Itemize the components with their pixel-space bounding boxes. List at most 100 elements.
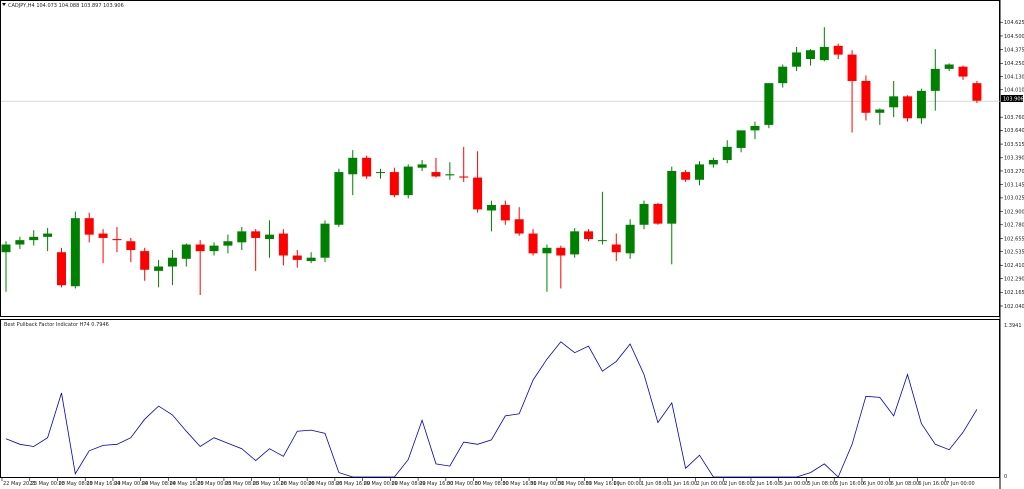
candle <box>237 226 247 251</box>
candle-body <box>611 244 621 253</box>
candle <box>708 157 718 168</box>
candle <box>403 164 413 199</box>
candle-body <box>736 130 746 148</box>
candle <box>278 229 288 266</box>
time-tick-label: 30 May 00:00 <box>447 481 481 487</box>
candle <box>889 80 899 118</box>
candle <box>667 166 677 265</box>
candle-body <box>903 96 913 119</box>
indicator-series-line <box>5 341 978 478</box>
candle <box>653 202 663 225</box>
candle-body <box>389 172 399 196</box>
candle-body <box>805 50 815 60</box>
candle-body <box>708 160 718 165</box>
time-tick-label: 5 Jun 16:00 <box>835 481 864 487</box>
candle <box>597 191 607 245</box>
indicator-tick-label: 1.3941 <box>1004 323 1022 329</box>
time-tick-label: 1 Jun 00:00 <box>613 481 642 487</box>
time-tick-label: 29 May 16:00 <box>419 481 453 487</box>
candle <box>84 212 94 243</box>
candle-body <box>819 46 829 61</box>
candle-body <box>15 240 25 245</box>
price-tick-label: 102.780 <box>1004 223 1024 229</box>
time-tick-label: 23 May 08:00 <box>58 481 92 487</box>
candle-body <box>473 177 483 210</box>
candle-body <box>403 166 413 196</box>
price-axis: 104.625 104.500 104.375 104.250 104.130 104.0… <box>1000 20 1024 310</box>
candle <box>556 245 566 289</box>
candle <box>195 240 205 296</box>
time-tick-label: 29 May 08:00 <box>391 481 425 487</box>
candle-body <box>625 224 635 254</box>
candle-body <box>320 223 330 258</box>
indicator-header: Best Pullback Factor Indicator H74 0.794… <box>4 322 109 328</box>
time-tick-label: 31 May 00:00 <box>530 481 564 487</box>
candle-body <box>792 52 802 67</box>
candle-body <box>445 174 455 176</box>
candle-body <box>56 252 66 286</box>
candle-body <box>306 257 316 261</box>
candle <box>417 160 427 171</box>
candle <box>112 226 122 253</box>
candle <box>43 228 53 252</box>
candle-body <box>861 80 871 113</box>
candle <box>320 220 330 263</box>
candle <box>847 50 857 133</box>
candle <box>944 63 954 72</box>
candle-body <box>833 45 843 55</box>
price-tick-label: 104.375 <box>1004 47 1024 53</box>
time-tick-label: 29 May 00:00 <box>364 481 398 487</box>
candle <box>98 229 108 264</box>
time-tick-label: 23 May 16:00 <box>86 481 120 487</box>
candle-body <box>98 233 108 238</box>
candle-body <box>695 164 704 180</box>
candle <box>528 229 538 256</box>
candle-body <box>542 247 552 254</box>
candle-body <box>43 233 53 237</box>
candle <box>750 121 760 140</box>
candle <box>473 151 483 213</box>
candle-body <box>750 125 760 131</box>
candle <box>764 83 774 129</box>
candle-body <box>417 164 427 168</box>
candle <box>154 259 164 288</box>
candle <box>389 167 399 198</box>
candle-body <box>362 157 372 177</box>
main-header: CADJPY,H4 104.073 104.088 103.897 103.90… <box>8 3 124 9</box>
time-tick-label: 25 May 08:00 <box>225 481 259 487</box>
candle-body <box>722 146 732 160</box>
candle <box>570 228 580 258</box>
candle-body <box>944 64 954 69</box>
candle <box>265 220 275 258</box>
candle <box>903 95 913 122</box>
time-tick-label: 24 May 08:00 <box>142 481 176 487</box>
candle-body <box>209 245 219 252</box>
candle <box>348 150 358 196</box>
candle <box>778 64 788 88</box>
candle-body <box>916 90 926 119</box>
candle <box>445 162 455 180</box>
time-tick-label: 2 Jun 08:00 <box>724 481 753 487</box>
price-tick-label: 103.270 <box>1004 169 1024 175</box>
candle-body <box>528 233 538 254</box>
candle-body <box>167 257 177 267</box>
candle <box>584 229 594 242</box>
candle <box>611 233 621 261</box>
candle <box>792 46 802 72</box>
candle-body <box>556 247 566 256</box>
time-tick-label: 1 Jun 16:00 <box>669 481 698 487</box>
indicator-line <box>5 341 978 478</box>
candle-body <box>875 109 885 113</box>
time-tick-label: 30 May 16:00 <box>502 481 536 487</box>
candle <box>861 75 871 121</box>
candle-body <box>597 240 607 242</box>
candle-body <box>972 83 982 101</box>
candle-body <box>278 233 288 256</box>
candle <box>930 49 940 111</box>
time-tick-label: 1 Jun 08:00 <box>641 481 670 487</box>
time-tick-label: 6 Jun 08:00 <box>891 481 920 487</box>
time-tick-label: 25 May 00:00 <box>197 481 231 487</box>
chart-menu-arrow-icon[interactable] <box>2 3 6 6</box>
candle-body <box>29 236 39 241</box>
